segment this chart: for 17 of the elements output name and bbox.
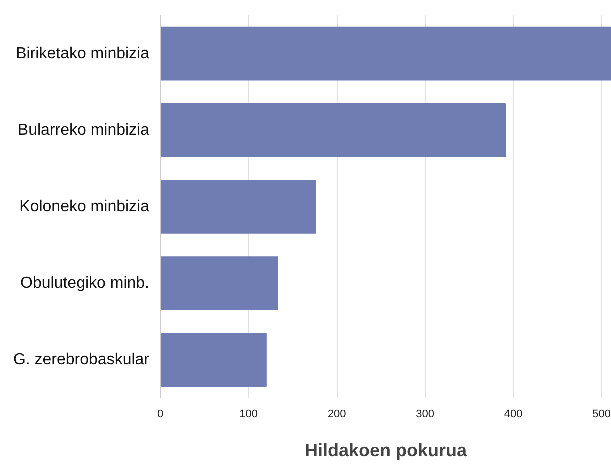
- y-tick-label: Biriketako minbizia: [16, 45, 150, 62]
- x-tick-label: 500: [592, 408, 611, 420]
- bar: [160, 180, 316, 234]
- y-tick-label: Bularreko minbizia: [18, 122, 150, 139]
- bar: [160, 26, 611, 81]
- x-tick-label: 0: [157, 408, 164, 420]
- bar: [160, 333, 267, 388]
- bar: [160, 103, 506, 158]
- x-tick-label: 200: [328, 408, 346, 420]
- x-axis-title: Hildakoen pokurua: [304, 440, 468, 460]
- bar: [160, 256, 278, 311]
- y-tick-label: Obulutegiko minb.: [20, 275, 150, 292]
- x-tick-label: 400: [504, 408, 523, 420]
- x-tick-label: 100: [240, 408, 258, 420]
- y-tick-label: G. zerebrobaskular: [13, 352, 150, 369]
- y-tick-label: Koloneko minbizia: [20, 198, 150, 216]
- x-tick-label: 300: [416, 408, 434, 420]
